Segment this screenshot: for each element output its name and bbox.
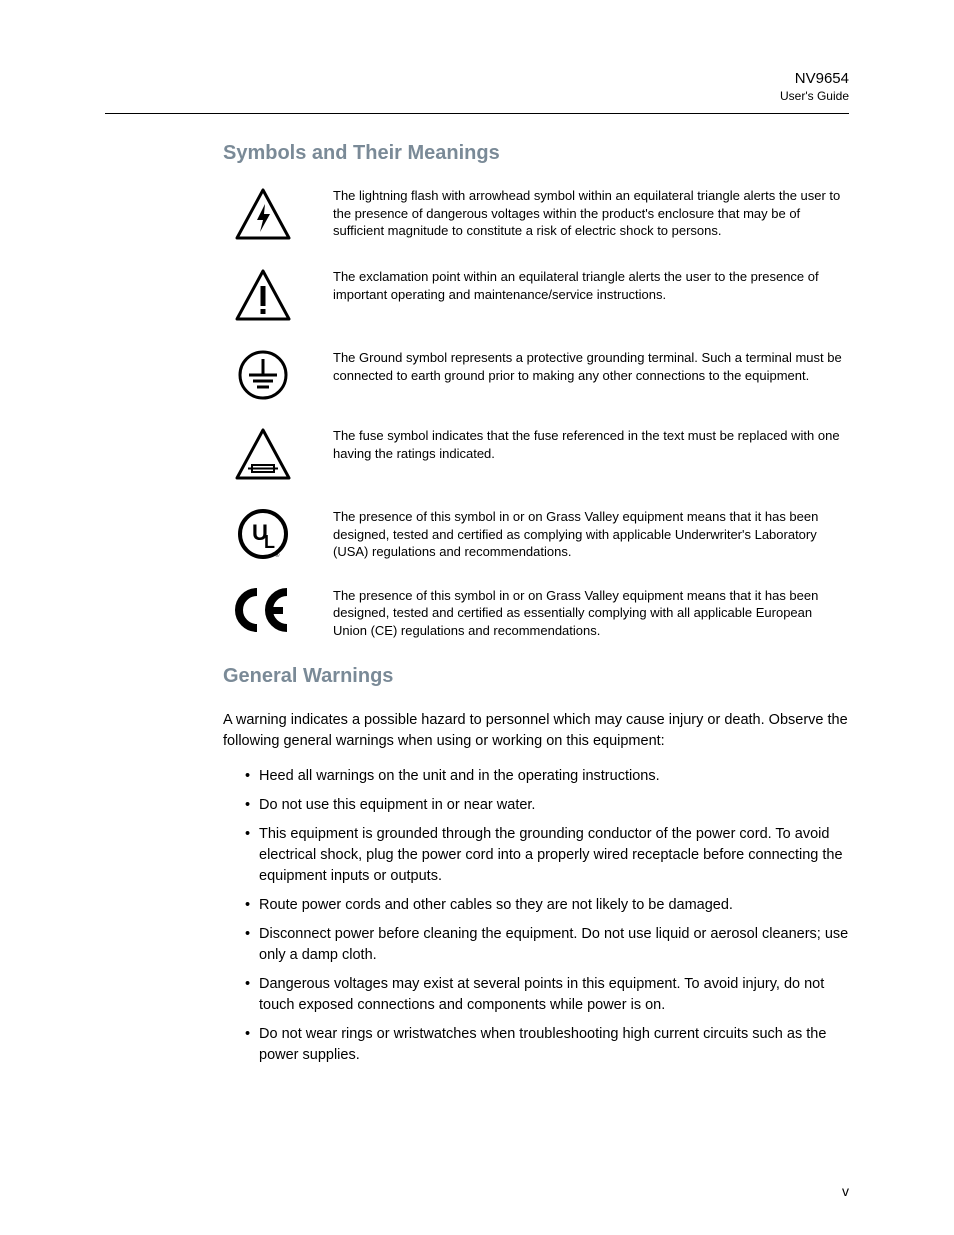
ul-mark-icon: U L ® <box>223 508 303 560</box>
symbol-row-ul: U L ® The presence of this symbol in or … <box>223 508 849 561</box>
ground-icon <box>223 349 303 401</box>
warning-item: This equipment is grounded through the g… <box>245 824 849 887</box>
page-header: NV9654 User's Guide <box>105 70 849 103</box>
symbol-row-ground: The Ground symbol represents a protectiv… <box>223 349 849 401</box>
symbol-text-ul: The presence of this symbol in or on Gra… <box>303 508 849 561</box>
symbol-row-fuse: The fuse symbol indicates that the fuse … <box>223 427 849 482</box>
symbol-row-exclamation: The exclamation point within an equilate… <box>223 268 849 323</box>
ce-mark-icon <box>223 587 303 633</box>
page-number: v <box>842 1183 849 1199</box>
header-rule <box>105 113 849 114</box>
symbol-row-ce: The presence of this symbol in or on Gra… <box>223 587 849 640</box>
warning-item: Do not use this equipment in or near wat… <box>245 795 849 816</box>
warning-item: Do not wear rings or wristwatches when t… <box>245 1024 849 1066</box>
symbol-text-ground: The Ground symbol represents a protectiv… <box>303 349 849 384</box>
exclamation-triangle-icon <box>223 268 303 323</box>
fuse-triangle-icon <box>223 427 303 482</box>
symbols-heading: Symbols and Their Meanings <box>223 142 849 165</box>
warnings-list: Heed all warnings on the unit and in the… <box>223 766 849 1066</box>
svg-text:®: ® <box>275 552 280 559</box>
symbol-text-fuse: The fuse symbol indicates that the fuse … <box>303 427 849 462</box>
warning-item: Disconnect power before cleaning the equ… <box>245 924 849 966</box>
model-number: NV9654 <box>105 70 849 87</box>
symbol-text-lightning: The lightning flash with arrowhead symbo… <box>303 187 849 240</box>
svg-text:L: L <box>264 532 275 552</box>
page: NV9654 User's Guide Symbols and Their Me… <box>0 0 954 1235</box>
warning-item: Route power cords and other cables so th… <box>245 895 849 916</box>
warning-item: Heed all warnings on the unit and in the… <box>245 766 849 787</box>
guide-label: User's Guide <box>105 89 849 103</box>
warning-item: Dangerous voltages may exist at several … <box>245 974 849 1016</box>
lightning-triangle-icon <box>223 187 303 242</box>
symbol-text-ce: The presence of this symbol in or on Gra… <box>303 587 849 640</box>
warnings-heading: General Warnings <box>223 665 849 688</box>
symbol-text-exclamation: The exclamation point within an equilate… <box>303 268 849 303</box>
content-area: Symbols and Their Meanings The lightning… <box>105 142 849 1067</box>
warnings-intro: A warning indicates a possible hazard to… <box>223 710 849 752</box>
symbol-row-lightning: The lightning flash with arrowhead symbo… <box>223 187 849 242</box>
